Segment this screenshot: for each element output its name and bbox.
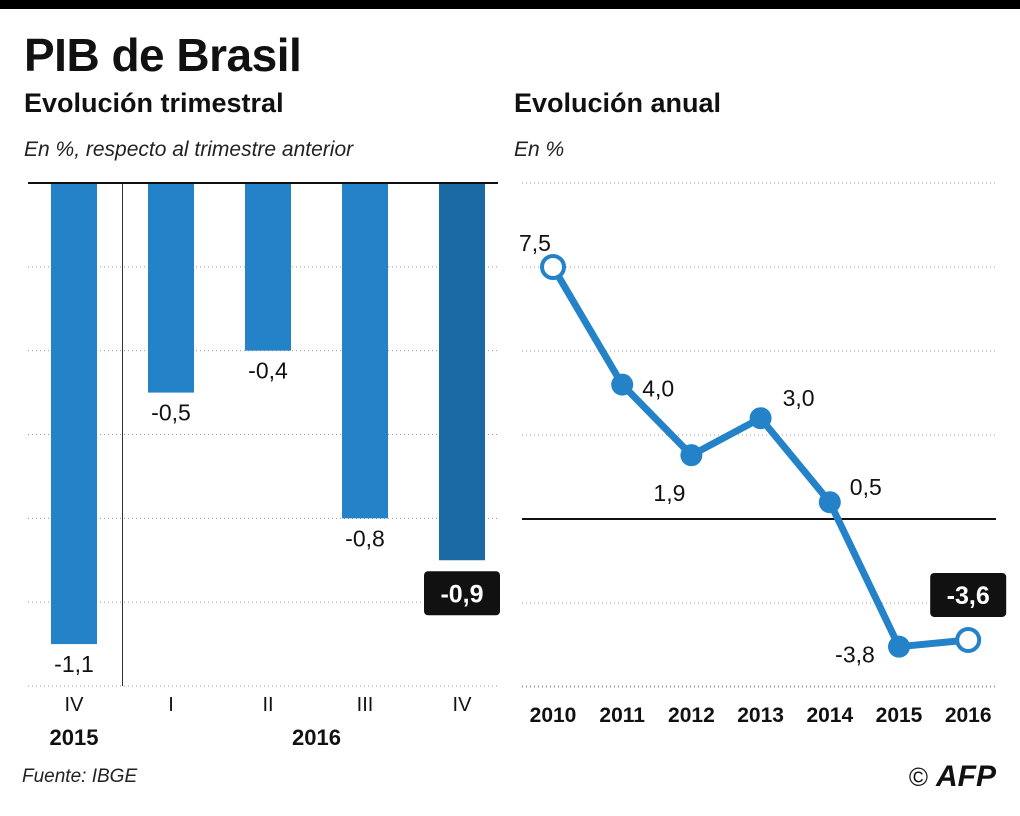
afp-logo: © AFP [909,760,996,794]
highlight-label-box [930,572,1007,617]
copyright-icon: © [908,762,928,792]
annual-year-label: 2015 [876,704,923,727]
year-group-label: 2015 [50,725,99,750]
quarterly-chart-unit: En %, respecto al trimestre anterior [24,138,354,161]
annual-series-line [549,263,972,651]
annual-value-label: 1,9 [653,480,685,506]
quarter-tick-label: III [357,694,374,716]
quarterly-bar [148,183,194,393]
annual-value-label: 7,5 [519,230,551,256]
quarterly-value-label: -0,9 [440,580,483,608]
quarterly-value-label: -0,4 [248,358,288,384]
page-title: PIB de Brasil [24,29,302,81]
afp-logo-text: AFP [936,760,996,793]
annual-chart-unit: En % [514,138,565,161]
quarter-tick-label: I [168,694,174,716]
quarterly-bar [51,183,97,645]
quarter-tick-label: IV [453,694,473,716]
highlight-label-box [424,571,500,616]
annual-point [818,491,841,514]
annual-value-label: -3,8 [835,642,875,668]
annual-chart-title: Evolución anual [514,88,722,118]
top-bar [0,0,1020,9]
quarterly-value-label: -0,8 [345,525,385,551]
annual-year-label: 2013 [737,704,784,727]
annual-value-label: 4,0 [642,376,674,402]
source-note: Fuente: IBGE [22,766,138,787]
annual-value-label: 3,0 [783,385,815,411]
quarterly-chart-title: Evolución trimestral [24,88,284,118]
quarterly-bar [245,183,291,351]
annual-year-label: 2014 [806,704,853,727]
annual-year-label: 2016 [945,704,992,727]
annual-point-hollow [540,254,566,280]
annual-year-label: 2012 [668,704,715,727]
annual-year-label: 2010 [530,704,577,727]
year-group-label: 2016 [292,725,341,750]
quarterly-bar [342,183,388,519]
annual-point [888,635,910,658]
quarter-tick-label: II [262,694,273,716]
quarter-tick-label: IV [65,694,85,716]
quarterly-value-label: -1,1 [54,651,94,677]
annual-point [611,373,634,396]
annual-point [749,407,772,430]
annual-value-label: -3,6 [947,582,990,610]
annual-year-label: 2011 [599,704,645,727]
annual-point [680,444,703,467]
annual-point-hollow [955,626,982,653]
quarterly-bar [439,183,485,561]
quarterly-value-label: -0,5 [151,400,191,426]
annual-value-label: 0,5 [850,474,882,500]
